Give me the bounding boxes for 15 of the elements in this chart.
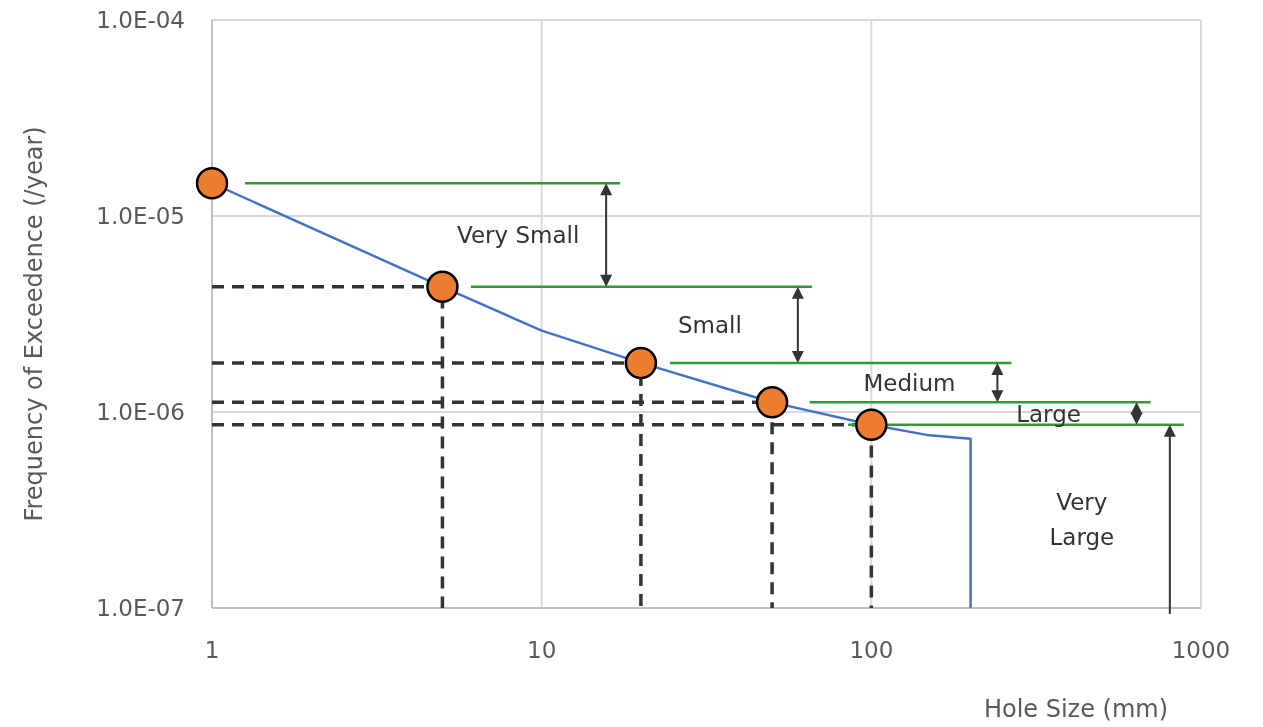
annotation: Small bbox=[677, 311, 742, 338]
y-tick-label: 1.0E-04 bbox=[96, 7, 185, 33]
annotation: Medium bbox=[863, 369, 956, 396]
x-tick-label: 1000 bbox=[1171, 637, 1231, 663]
x-tick-label: 10 bbox=[527, 637, 557, 663]
x-tick-label: 1 bbox=[204, 637, 220, 663]
x-tick-label: 100 bbox=[849, 637, 894, 663]
y-tick-label: 1.0E-07 bbox=[96, 595, 185, 621]
annotation: Very Large bbox=[1049, 489, 1115, 551]
y-tick-label: 1.0E-06 bbox=[96, 399, 185, 425]
annotation: Large bbox=[1016, 400, 1081, 427]
y-tick-label: 1.0E-05 bbox=[96, 203, 185, 229]
y-axis-title: Frequency of Exceedence (/year) bbox=[20, 126, 48, 522]
annotation: Very Small bbox=[456, 222, 580, 249]
x-axis-title: Hole Size (mm) bbox=[983, 695, 1169, 723]
